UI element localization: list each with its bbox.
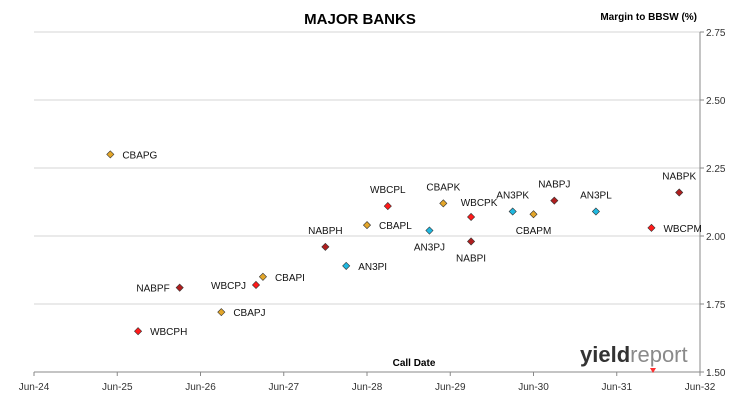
point-label: WBCPL — [370, 185, 406, 196]
y-tick-label: 1.50 — [706, 368, 726, 379]
data-point — [439, 199, 448, 208]
data-point — [251, 280, 261, 289]
point-label: WBCPK — [461, 198, 498, 209]
data-point — [134, 327, 143, 336]
point-label: NABPF — [136, 284, 169, 295]
x-tick-label: Jun-27 — [268, 382, 299, 393]
x-tick-label: Jun-25 — [102, 382, 133, 393]
grid — [34, 31, 700, 305]
x-tick-label: Jun-30 — [518, 382, 549, 393]
point-label: AN3PI — [358, 262, 387, 273]
data-point — [362, 221, 372, 230]
data-point — [258, 272, 267, 281]
data-point — [467, 212, 476, 221]
data-point — [550, 196, 559, 205]
x-tick-label: Jun-31 — [601, 382, 632, 393]
point-label: CBAPJ — [233, 308, 265, 319]
y-tick-label: 1.75 — [706, 300, 726, 311]
data-point — [508, 207, 517, 216]
ticks: 1.50 1.75 2.00 2.25 2.50 2.75 Jun-24 Jun-25 Jun-… — [19, 28, 726, 393]
x-tick-label: Jun-29 — [435, 382, 466, 393]
data-point — [425, 226, 434, 235]
logo-part1: yield — [580, 342, 630, 367]
logo: yieldreport — [580, 342, 688, 373]
data-point — [675, 188, 684, 197]
point-label: CBAPI — [275, 273, 305, 284]
point-label: NABPI — [456, 253, 486, 264]
point-label: AN3PJ — [414, 243, 445, 254]
x-tick-label: Jun-32 — [685, 382, 716, 393]
data-point — [106, 150, 115, 159]
point-label: WBCPH — [150, 327, 187, 338]
y-tick-label: 2.00 — [706, 232, 726, 243]
point-label: AN3PL — [580, 191, 612, 202]
y-axis-title: Margin to BBSW (%) — [600, 12, 697, 23]
points: CBAPG WBCPH NABPF CBAPJ WBCPJ CBAPI NABPH AN3PI… — [106, 150, 702, 338]
data-point — [529, 210, 538, 219]
x-axis-title: Call Date — [393, 358, 436, 369]
y-tick-label: 2.25 — [706, 164, 726, 175]
y-tick-label: 2.50 — [706, 96, 726, 107]
data-point — [342, 261, 351, 270]
point-label: AN3PK — [496, 191, 529, 202]
logo-part2: report — [630, 342, 687, 367]
point-label: CBAPK — [426, 182, 460, 193]
point-label: WBCPJ — [211, 281, 246, 292]
point-label: CBAPL — [379, 221, 412, 232]
data-point — [321, 242, 330, 251]
data-point — [217, 308, 226, 317]
logo-text: yieldreport — [580, 342, 688, 367]
x-tick-label: Jun-28 — [352, 382, 383, 393]
logo-mark — [650, 368, 656, 373]
point-label: NABPH — [308, 226, 342, 237]
x-tick-label: Jun-24 — [19, 382, 50, 393]
data-point — [647, 223, 656, 232]
y-tick-label: 2.75 — [706, 28, 726, 39]
data-point — [383, 202, 392, 211]
point-label: CBAPG — [122, 150, 157, 161]
chart-title: MAJOR BANKS — [304, 11, 416, 28]
point-label: NABPJ — [538, 180, 570, 191]
data-point — [467, 237, 476, 246]
point-label: CBAPM — [516, 226, 552, 237]
data-point — [175, 283, 184, 292]
point-label: WBCPM — [663, 224, 701, 235]
x-tick-label: Jun-26 — [185, 382, 216, 393]
data-point — [591, 207, 600, 216]
point-label: NABPK — [662, 171, 696, 182]
